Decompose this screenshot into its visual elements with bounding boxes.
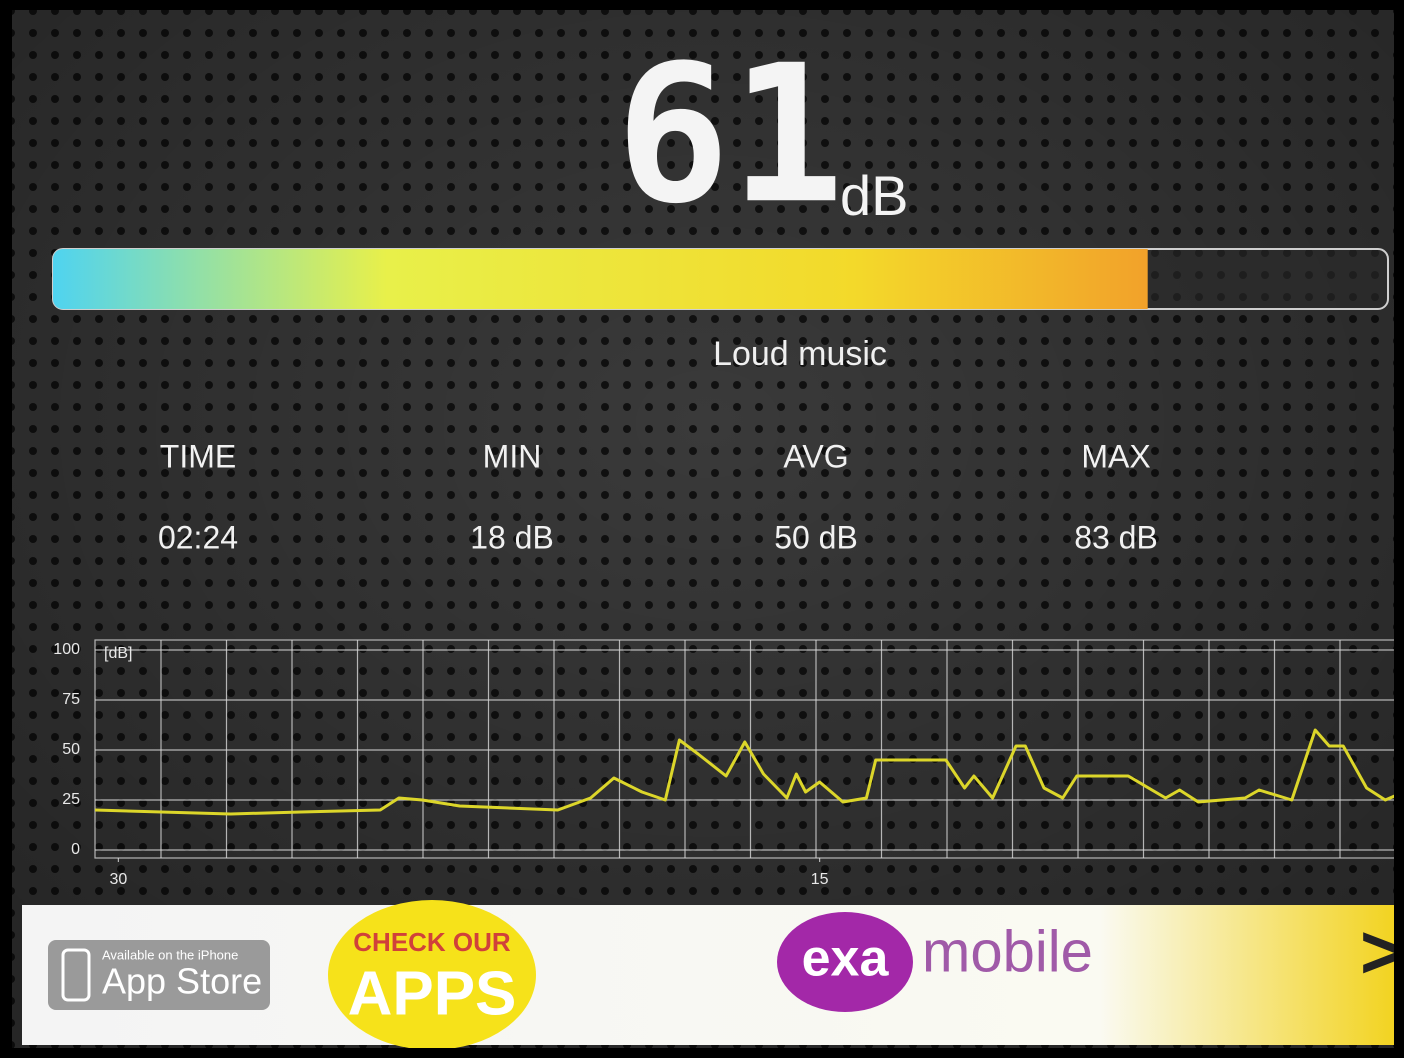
stat-label: TIME (160, 438, 236, 474)
y-tick-label: 100 (53, 641, 80, 658)
y-tick-label: 75 (62, 691, 80, 708)
loudness-description: Loud music (713, 335, 887, 373)
app-screen: 61 dB Loud music TIME 02:24 MIN 18 dB AVG 50 … (0, 0, 1404, 1058)
ad-banner[interactable]: Available on the iPhone App Store CHECK … (22, 900, 1404, 1050)
x-tick-label: 30 (109, 871, 127, 888)
stat-label: MAX (1081, 438, 1150, 474)
stat-value: 02:24 (158, 519, 238, 555)
page: 61 dB Loud music TIME 02:24 MIN 18 dB AVG 50 … (0, 0, 1404, 1058)
cta-main: APPS (348, 959, 517, 1028)
y-tick-label: 0 (71, 841, 80, 858)
y-tick-label: 50 (62, 741, 80, 758)
cta-top: CHECK OUR (353, 927, 511, 957)
stat-value: 50 dB (774, 519, 858, 555)
stat-value: 83 dB (1074, 519, 1158, 555)
y-axis-label: [dB] (104, 645, 132, 662)
stat-label: MIN (483, 438, 542, 474)
stat-label: AVG (783, 438, 848, 474)
y-tick-label: 25 (62, 791, 80, 808)
x-tick-label: 15 (811, 871, 829, 888)
sound-level: 61 (616, 24, 845, 245)
brand-exa: exa (802, 930, 890, 988)
sound-unit: dB (840, 164, 909, 227)
brand-mobile: mobile (922, 919, 1093, 984)
stat-value: 18 dB (470, 519, 554, 555)
badge-text: App Store (102, 961, 262, 1002)
